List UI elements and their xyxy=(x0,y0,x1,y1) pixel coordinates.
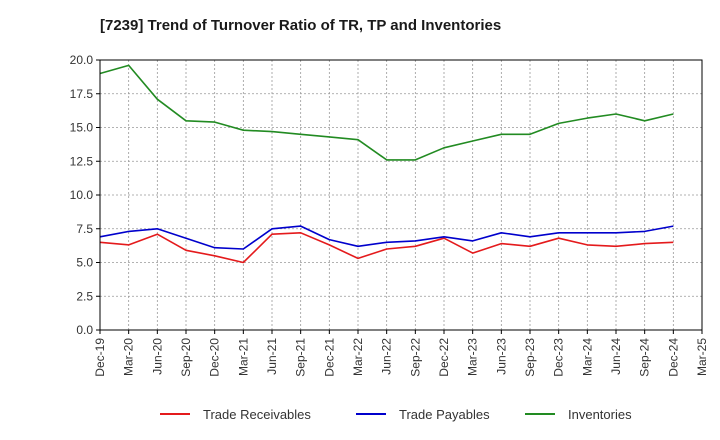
y-tick-label: 0.0 xyxy=(76,323,93,337)
x-tick-label: Dec-21 xyxy=(322,338,336,377)
x-tick-label: Sep-23 xyxy=(523,338,537,377)
x-tick-label: Sep-24 xyxy=(638,338,652,377)
x-tick-label: Jun-23 xyxy=(494,338,508,375)
x-tick-label: Sep-21 xyxy=(294,338,308,377)
y-tick-label: 17.5 xyxy=(70,87,94,101)
x-tick-label: Dec-24 xyxy=(666,338,680,377)
legend-label: Trade Payables xyxy=(399,407,490,422)
x-tick-label: Dec-20 xyxy=(208,338,222,377)
y-axis: 0.0 2.5 5.0 7.5 10.0 12.5 15.0 17.5 20.0 xyxy=(70,53,100,337)
x-tick-label: Jun-20 xyxy=(150,338,164,375)
x-tick-label: Mar-21 xyxy=(236,338,250,376)
series-line-trade-receivables xyxy=(99,232,674,264)
x-tick-label: Mar-22 xyxy=(351,338,365,376)
x-tick-label: Mar-23 xyxy=(466,338,480,376)
x-tick-label: Jun-21 xyxy=(265,338,279,375)
x-tick-label: Dec-19 xyxy=(93,338,107,377)
y-tick-label: 20.0 xyxy=(70,53,94,67)
plot-frame xyxy=(99,59,703,331)
series-line-trade-payables xyxy=(99,225,674,250)
data-series xyxy=(99,64,674,264)
x-tick-label: Dec-22 xyxy=(437,338,451,377)
legend-label: Inventories xyxy=(568,407,632,422)
x-tick-label: Mar-20 xyxy=(122,338,136,376)
y-tick-label: 10.0 xyxy=(70,188,94,202)
legend: Trade Receivables Trade Payables Inventori… xyxy=(160,407,632,422)
grid-lines xyxy=(99,59,703,331)
x-tick-label: Sep-22 xyxy=(408,338,422,377)
x-tick-label: Sep-20 xyxy=(179,338,193,377)
x-tick-label: Jun-24 xyxy=(609,338,623,375)
y-tick-label: 2.5 xyxy=(76,289,93,303)
series-line-inventories xyxy=(99,64,674,161)
x-tick-label: Mar-24 xyxy=(580,338,594,376)
x-tick-label: Mar-25 xyxy=(695,338,709,376)
y-tick-label: 12.5 xyxy=(70,154,94,168)
x-tick-label: Dec-23 xyxy=(552,338,566,377)
x-axis: Dec-19 Mar-20 Jun-20 Sep-20 Dec-20 Mar-21 Jun-… xyxy=(93,330,709,377)
y-tick-label: 5.0 xyxy=(76,256,93,270)
x-tick-label: Jun-22 xyxy=(380,338,394,375)
chart-title: [7239] Trend of Turnover Ratio of TR, TP… xyxy=(100,17,501,34)
y-tick-label: 7.5 xyxy=(76,222,93,236)
y-tick-label: 15.0 xyxy=(70,121,94,135)
legend-label: Trade Receivables xyxy=(203,407,311,422)
